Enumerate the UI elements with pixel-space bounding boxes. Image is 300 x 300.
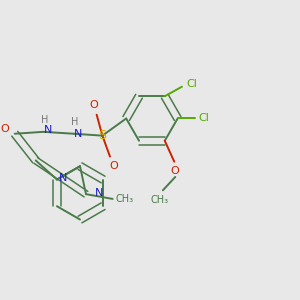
Text: H: H (40, 116, 48, 125)
Text: N: N (74, 129, 83, 139)
Text: Cl: Cl (199, 113, 210, 124)
Text: H: H (71, 117, 78, 127)
Text: CH₃: CH₃ (151, 195, 169, 205)
Text: O: O (171, 166, 180, 176)
Text: O: O (110, 161, 118, 171)
Text: CH₃: CH₃ (115, 194, 133, 204)
Text: Cl: Cl (186, 79, 197, 89)
Text: N: N (95, 188, 103, 198)
Text: N: N (58, 172, 67, 183)
Text: O: O (1, 124, 10, 134)
Text: O: O (89, 100, 98, 110)
Text: N: N (44, 125, 52, 135)
Text: S: S (98, 129, 106, 142)
